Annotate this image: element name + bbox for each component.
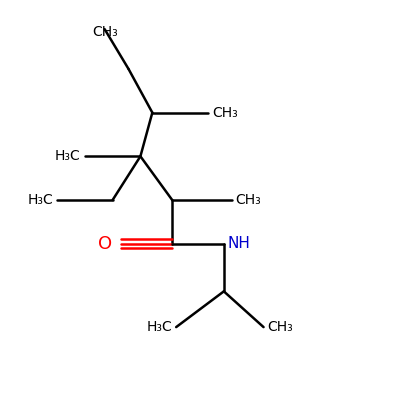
Text: CH₃: CH₃ [212,106,238,120]
Text: CH₃: CH₃ [268,320,293,334]
Text: O: O [98,235,113,253]
Text: CH₃: CH₃ [92,25,118,39]
Text: H₃C: H₃C [55,149,81,163]
Text: H₃C: H₃C [146,320,172,334]
Text: NH: NH [228,236,251,251]
Text: CH₃: CH₃ [236,193,262,207]
Text: H₃C: H₃C [27,193,53,207]
